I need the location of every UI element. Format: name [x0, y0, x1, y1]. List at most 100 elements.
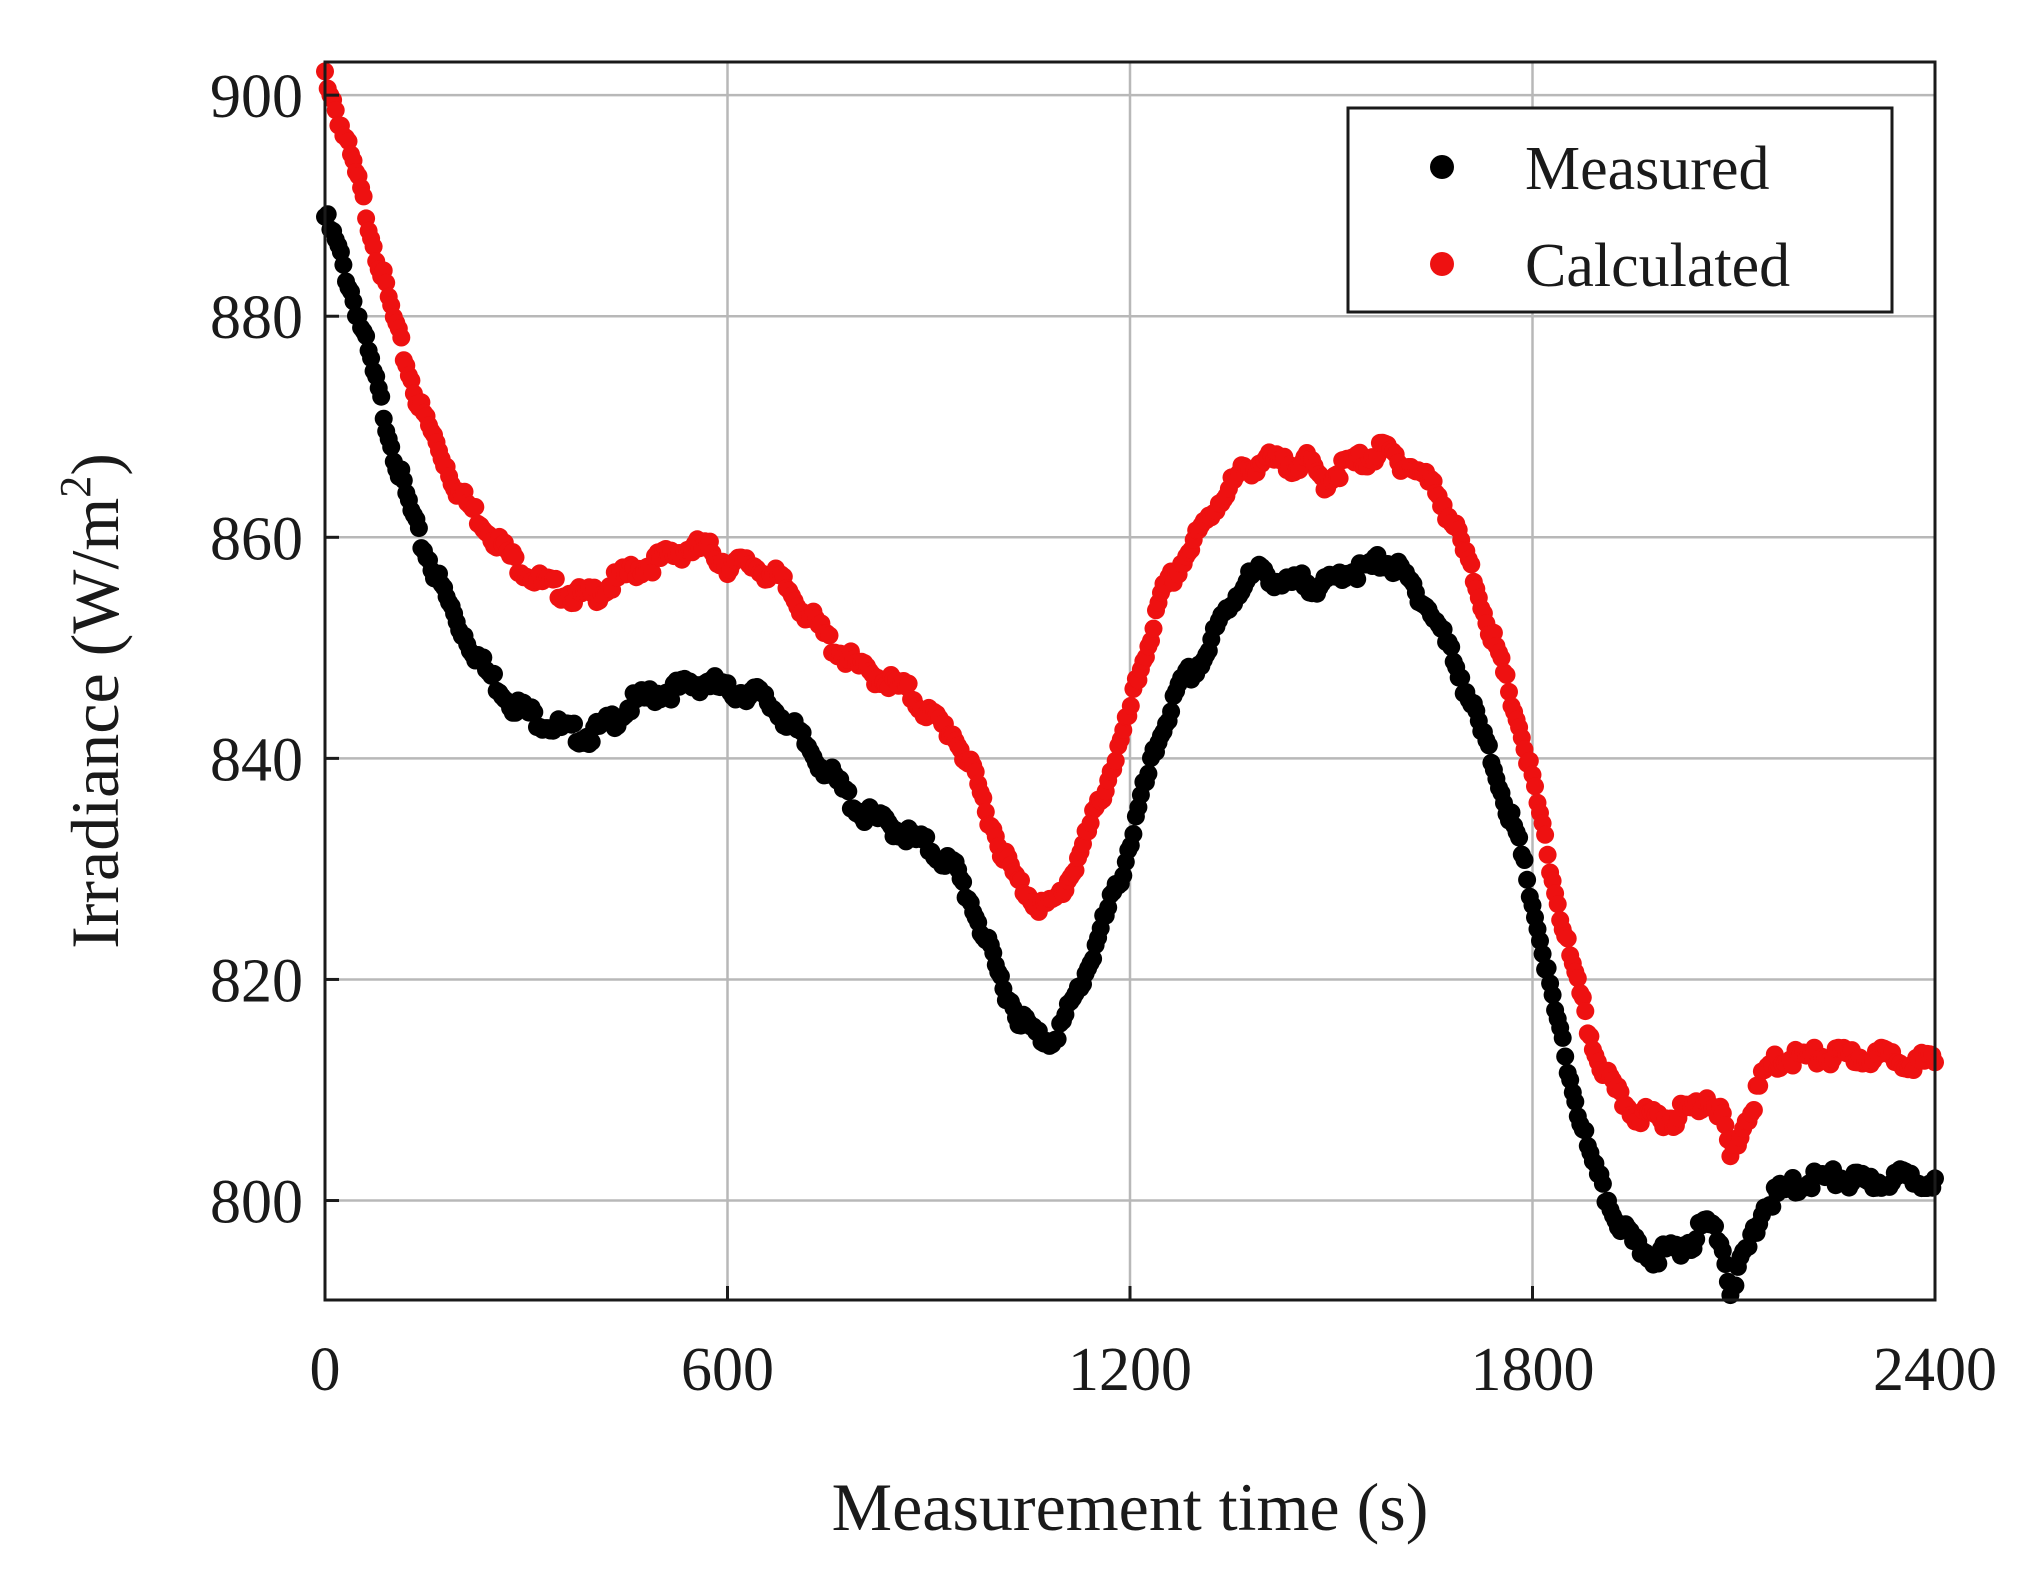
data-point: [1462, 555, 1481, 574]
data-point: [1515, 851, 1534, 869]
legend-box: [1346, 106, 1894, 314]
data-point: [525, 703, 544, 722]
data-point: [1510, 828, 1529, 847]
data-point: [1124, 825, 1143, 843]
data-point: [506, 548, 525, 567]
x-tick-label: 2400: [1873, 1336, 1997, 1404]
data-point: [1593, 1174, 1612, 1193]
data-point: [1744, 1101, 1763, 1119]
data-point: [1442, 638, 1461, 656]
data-point: [1500, 682, 1518, 701]
data-point: [954, 873, 973, 891]
data-point: [1538, 959, 1557, 978]
data-point: [326, 101, 345, 120]
data-point: [643, 563, 662, 582]
data-point: [662, 690, 681, 709]
x-tick-label: 0: [310, 1336, 341, 1404]
legend-label-measured: Measured: [1525, 135, 1769, 203]
y-tick-label: 860: [210, 505, 303, 573]
data-point: [1497, 665, 1516, 684]
series-measured: [316, 205, 1944, 1305]
data-point: [1048, 1030, 1067, 1049]
data-point: [1526, 777, 1544, 796]
data-point: [974, 788, 993, 807]
legend: Measured Calculated: [1346, 106, 1894, 314]
data-point: [1581, 1027, 1600, 1046]
data-point: [334, 255, 353, 274]
y-axis-title-superscript: 2: [51, 476, 100, 498]
y-tick-label: 880: [210, 284, 303, 352]
data-point: [1492, 649, 1511, 667]
data-point: [409, 519, 428, 538]
data-point: [1121, 696, 1140, 715]
data-point: [377, 273, 396, 292]
data-point: [1763, 1197, 1782, 1216]
data-point: [1556, 1047, 1575, 1066]
x-tick-label: 600: [681, 1336, 774, 1404]
data-point: [1162, 702, 1181, 721]
data-point: [1750, 1076, 1769, 1095]
x-axis-title: Measurement time (s): [832, 1469, 1429, 1545]
data-point: [917, 828, 936, 846]
data-point: [1520, 751, 1539, 770]
data-point: [820, 626, 839, 645]
data-point: [1479, 736, 1498, 755]
data-point: [1576, 1121, 1595, 1140]
data-point: [1649, 1254, 1668, 1273]
y-axis-title: Irradiance (W/m2): [51, 453, 133, 949]
data-point: [485, 664, 503, 683]
y-axis-ticks: 800 820 840 860 880 900: [210, 63, 339, 1237]
data-point: [1716, 1116, 1735, 1135]
data-point: [318, 205, 337, 224]
data-point: [1536, 825, 1555, 844]
data-point: [1518, 870, 1537, 889]
data-point: [1553, 1028, 1572, 1047]
y-tick-label: 800: [210, 1169, 303, 1237]
series-calculated: [316, 62, 1944, 1166]
data-point: [1348, 570, 1367, 589]
data-point: [1144, 619, 1163, 638]
data-point: [1548, 895, 1567, 914]
data-point: [1576, 1002, 1595, 1021]
data-point: [344, 292, 363, 311]
data-point: [899, 674, 918, 693]
data-point: [1538, 845, 1557, 864]
data-point: [1573, 988, 1592, 1007]
data-point: [1139, 764, 1158, 783]
legend-marker-calculated: [1430, 252, 1454, 276]
data-point: [466, 498, 485, 516]
y-tick-label: 900: [210, 63, 303, 131]
y-axis-title-suffix: ): [57, 453, 133, 476]
data-point: [354, 187, 373, 206]
data-point: [1726, 1276, 1745, 1295]
data-point: [546, 569, 565, 588]
legend-label-calculated: Calculated: [1525, 232, 1790, 300]
y-axis-title-main: Irradiance (W/m: [57, 498, 133, 949]
data-point: [565, 714, 583, 733]
legend-marker-measured: [1430, 155, 1454, 179]
data-point: [1330, 469, 1349, 488]
x-axis-ticks: 0 600 1200 1800 2400: [310, 1286, 1997, 1404]
data-point: [382, 438, 401, 456]
data-point: [1084, 949, 1103, 968]
data-point: [839, 782, 858, 801]
y-tick-label: 840: [210, 726, 303, 794]
data-point: [1568, 969, 1587, 988]
data-point: [372, 387, 391, 406]
data-point: [1558, 929, 1577, 948]
data-point: [1114, 866, 1133, 885]
data-point: [392, 328, 411, 347]
data-point: [1533, 944, 1552, 963]
y-tick-label: 820: [210, 947, 303, 1015]
data-point: [364, 237, 383, 256]
x-tick-label: 1800: [1471, 1336, 1595, 1404]
data-point: [1543, 985, 1562, 1004]
data-point: [1566, 1092, 1585, 1111]
x-tick-label: 1200: [1068, 1336, 1192, 1404]
data-point: [1106, 751, 1125, 770]
data-point: [357, 327, 376, 345]
data-point: [1452, 668, 1471, 687]
series-layer: [316, 62, 1944, 1305]
data-point: [582, 732, 601, 751]
